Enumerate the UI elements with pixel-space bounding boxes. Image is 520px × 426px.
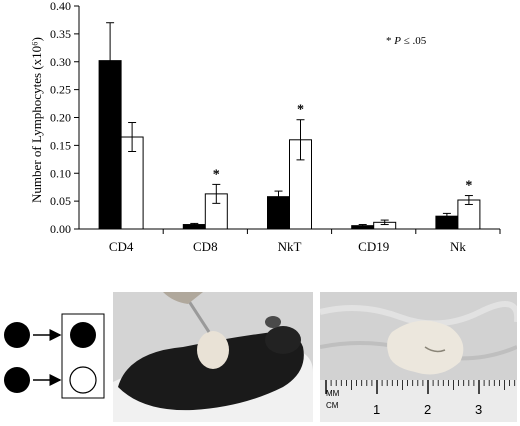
y-tick-label: 0.40	[50, 0, 71, 13]
bar-nk-series1	[435, 215, 459, 230]
lymphocyte-bar-chart: 0.000.050.100.150.200.250.300.350.40 ***…	[29, 0, 501, 254]
x-tick-label: CD4	[109, 239, 134, 254]
bar-cd4-series1	[98, 60, 122, 230]
significance-mark: *	[465, 179, 472, 194]
significance-mark: *	[213, 167, 220, 182]
ruler-unit-mm: MM	[326, 389, 340, 398]
implant-nodule	[197, 331, 229, 369]
y-tick-label: 0.25	[50, 83, 71, 97]
mouse-ear	[265, 316, 281, 328]
y-axis-label: Number of Lymphocytes (x10⁶)	[29, 37, 44, 203]
y-tick-label: 0.30	[50, 55, 71, 69]
x-axis-labels: CD4 CD8 NkT CD19 Nk	[109, 229, 501, 254]
ruler-number-1: 1	[373, 402, 380, 417]
p-value-annotation: * P ≤ .05	[386, 35, 427, 47]
bar-cd8-series1	[182, 224, 206, 230]
y-tick-label: 0.20	[50, 111, 71, 125]
bar-nkt-series1	[267, 196, 290, 230]
y-tick-label: 0.35	[50, 27, 71, 41]
excised-tissue-photo: MM CM 1 2 3	[320, 292, 517, 422]
ruler-ticks	[325, 380, 516, 394]
donor-circle-bottom	[4, 367, 30, 393]
x-tick-label: NkT	[278, 239, 302, 254]
mouse-body	[118, 332, 304, 411]
ruler-number-3: 3	[475, 402, 482, 417]
x-tick-label: CD8	[193, 239, 218, 254]
recipient-circle-open	[69, 366, 97, 394]
significance-mark: *	[297, 103, 304, 118]
recipient-circle-filled	[70, 322, 96, 348]
y-tick-label: 0.05	[50, 194, 71, 208]
transplant-schematic	[4, 313, 105, 399]
ruler-number-2: 2	[424, 402, 431, 417]
mouse-implant-photo	[113, 292, 313, 422]
donor-circle-top	[4, 322, 30, 348]
ruler-unit-cm: CM	[326, 401, 339, 410]
mouse-head	[265, 326, 301, 354]
x-tick-label: Nk	[450, 239, 466, 254]
y-tick-label: 0.15	[50, 138, 71, 152]
bar-cd19-series1	[351, 225, 375, 230]
ruler	[320, 380, 517, 422]
y-axis-ticks: 0.00 0.05 0.10 0.15 0.20 0.25 0.30 0.35 0.40	[50, 0, 79, 236]
y-tick-label: 0.10	[50, 166, 71, 180]
chart-bars: * * *	[98, 22, 481, 230]
x-tick-label: CD19	[358, 239, 389, 254]
y-tick-label: 0.00	[50, 222, 71, 236]
